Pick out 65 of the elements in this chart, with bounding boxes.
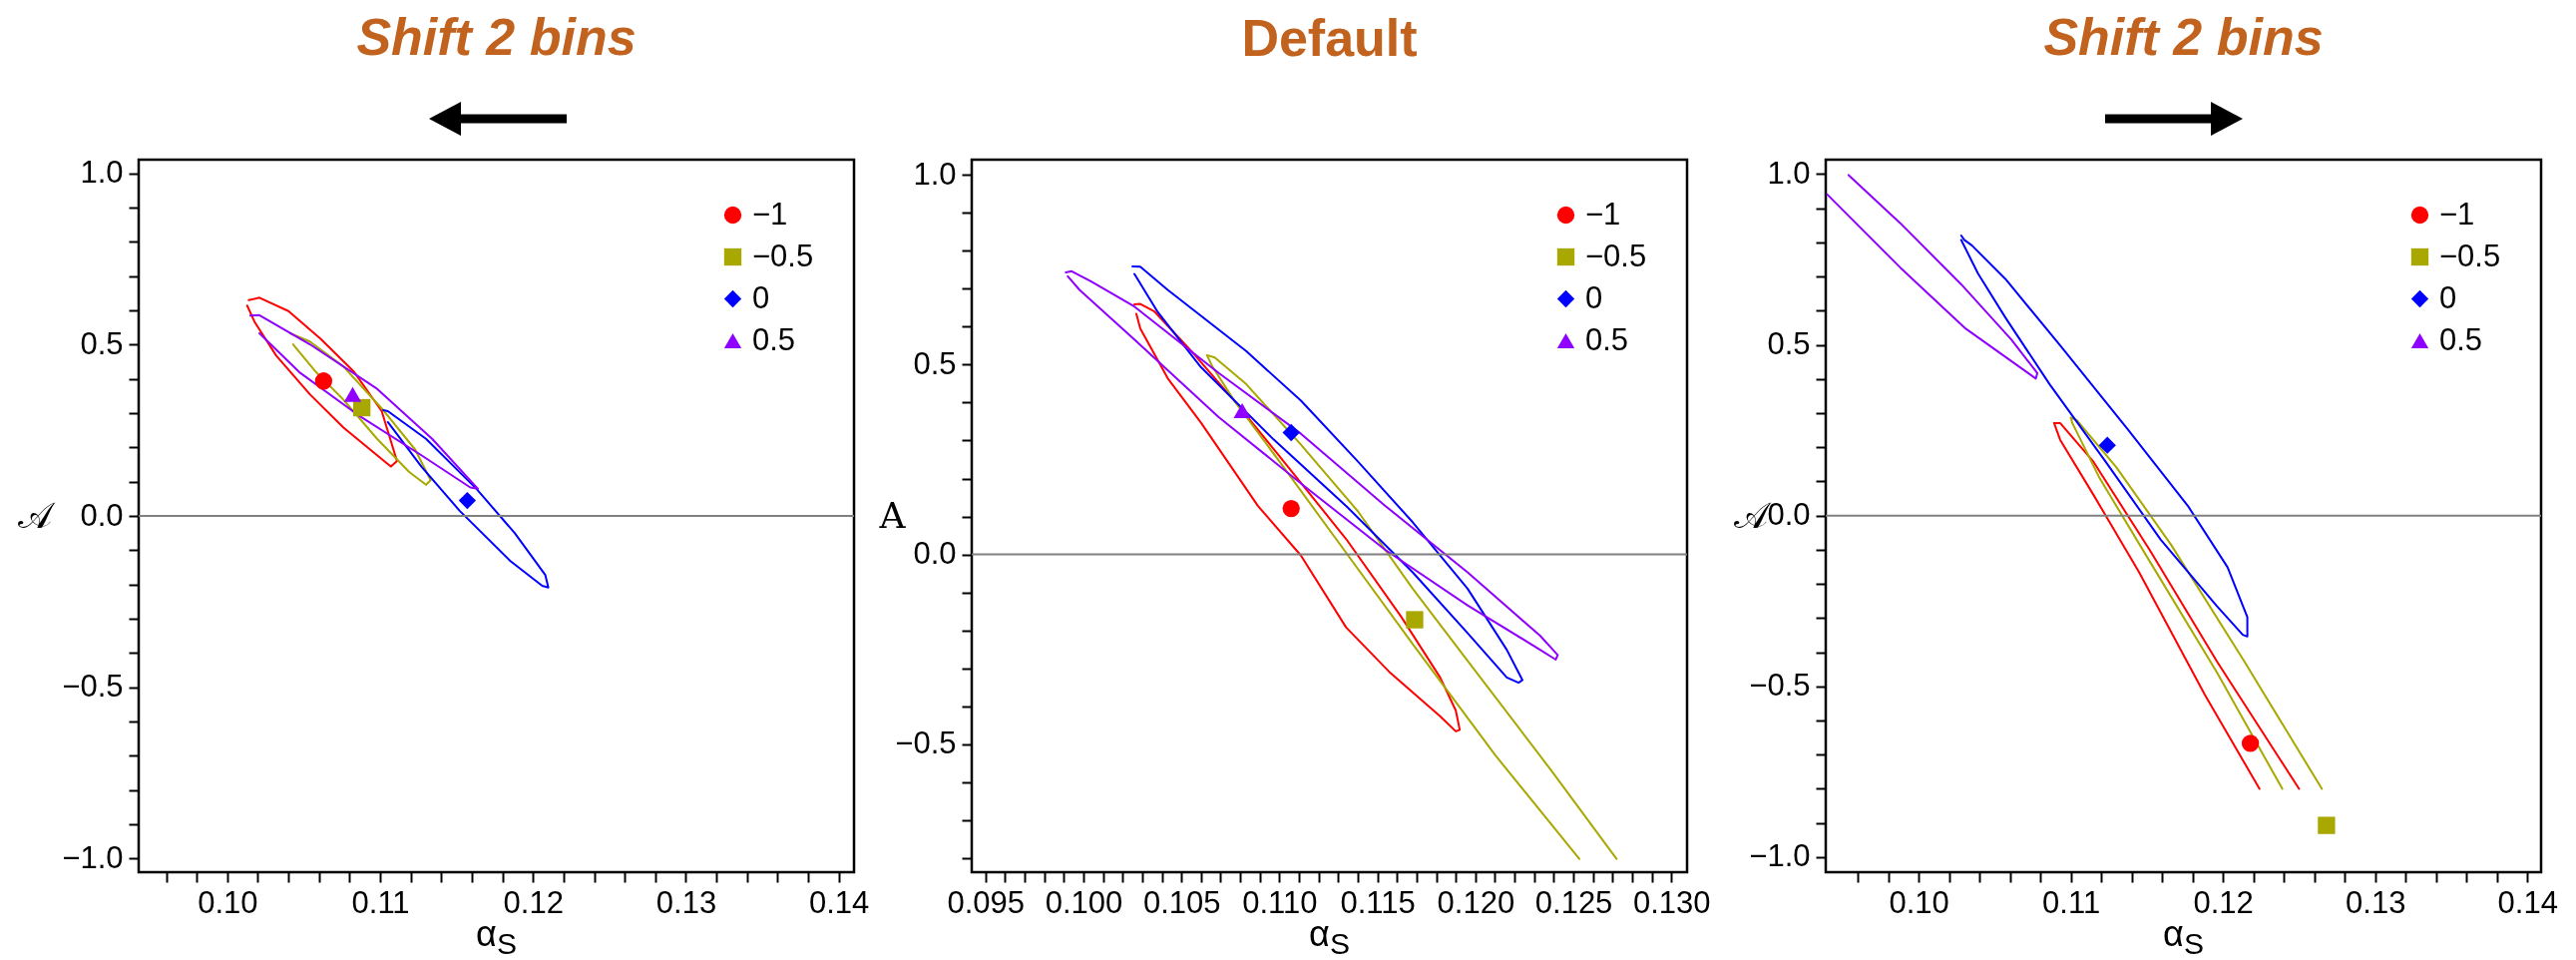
line-series (1205, 353, 1618, 860)
line-series (2052, 421, 2301, 790)
y-tick-label: 0.5 (913, 345, 957, 381)
y-tick-label: 1.0 (1767, 155, 1811, 191)
y-tick-label: −0.5 (895, 725, 957, 761)
x-tick-label: 0.130 (1633, 884, 1711, 920)
chart-title: Shift 2 bins (2043, 8, 2324, 67)
x-tick-label: 0.120 (1437, 884, 1515, 920)
legend-label: −0.5 (752, 238, 814, 273)
legend-label: 0 (1585, 279, 1603, 315)
point (1233, 402, 1251, 418)
line-series (382, 408, 550, 589)
legend-label: −1 (752, 196, 788, 232)
legend-label: 0 (752, 279, 770, 315)
y-axis-title: A (878, 494, 907, 536)
line-series (1133, 302, 1462, 732)
point (343, 386, 362, 402)
point (1282, 423, 1300, 442)
x-tick-label: 0.11 (351, 884, 410, 920)
line-series (245, 296, 398, 468)
y-axis-title: 𝒜 (17, 494, 56, 536)
x-tick-label: 0.13 (655, 884, 717, 920)
line-series (248, 313, 480, 490)
legend-label: 0.5 (1585, 321, 1629, 357)
legend-label: −1 (1585, 196, 1621, 232)
point (2098, 436, 2116, 454)
y-tick-label: 0.5 (1767, 326, 1811, 362)
legend-label: 0 (2439, 279, 2457, 315)
x-tick-label: 0.10 (1889, 884, 1949, 920)
x-tick-label: 0.105 (1142, 884, 1221, 920)
x-tick-label: 0.10 (198, 884, 258, 920)
line-series (2069, 416, 2324, 790)
y-tick-label: 0.0 (80, 497, 124, 533)
point (2241, 734, 2260, 752)
point (458, 491, 477, 510)
legend-label: 0.5 (2439, 321, 2483, 357)
y-tick-label: −1.0 (1749, 838, 1811, 874)
legend-label: −0.5 (1585, 238, 1647, 273)
x-tick-label: 0.14 (2497, 884, 2558, 920)
y-tick-label: −0.5 (1749, 668, 1811, 704)
chart-title: Default (1241, 9, 1418, 68)
y-tick-label: 1.0 (80, 155, 124, 191)
point (2318, 816, 2336, 834)
y-tick-label: −0.5 (62, 669, 124, 705)
point (314, 372, 333, 390)
point (1406, 611, 1424, 629)
x-tick-label: 0.13 (2346, 884, 2406, 920)
chart-title: Shift 2 bins (356, 7, 637, 66)
y-tick-label: 1.0 (913, 156, 957, 192)
x-tick-label: 0.14 (809, 884, 870, 920)
legend-label: 0.5 (752, 321, 796, 357)
line-series (1131, 264, 1523, 685)
y-tick-label: 0.0 (913, 536, 957, 572)
y-tick-label: −1.0 (62, 839, 124, 875)
x-tick-label: 0.11 (2042, 884, 2101, 920)
x-tick-label: 0.125 (1534, 884, 1613, 920)
line-series (1959, 234, 2249, 638)
legend-label: −0.5 (2439, 238, 2501, 273)
line-series (1826, 174, 2039, 380)
x-tick-label: 0.095 (947, 884, 1026, 920)
x-tick-label: 0.100 (1045, 884, 1123, 920)
line-series (1065, 269, 1559, 661)
point (1282, 499, 1300, 518)
legend-label: −1 (2439, 196, 2475, 232)
y-tick-label: 0.5 (80, 325, 124, 361)
